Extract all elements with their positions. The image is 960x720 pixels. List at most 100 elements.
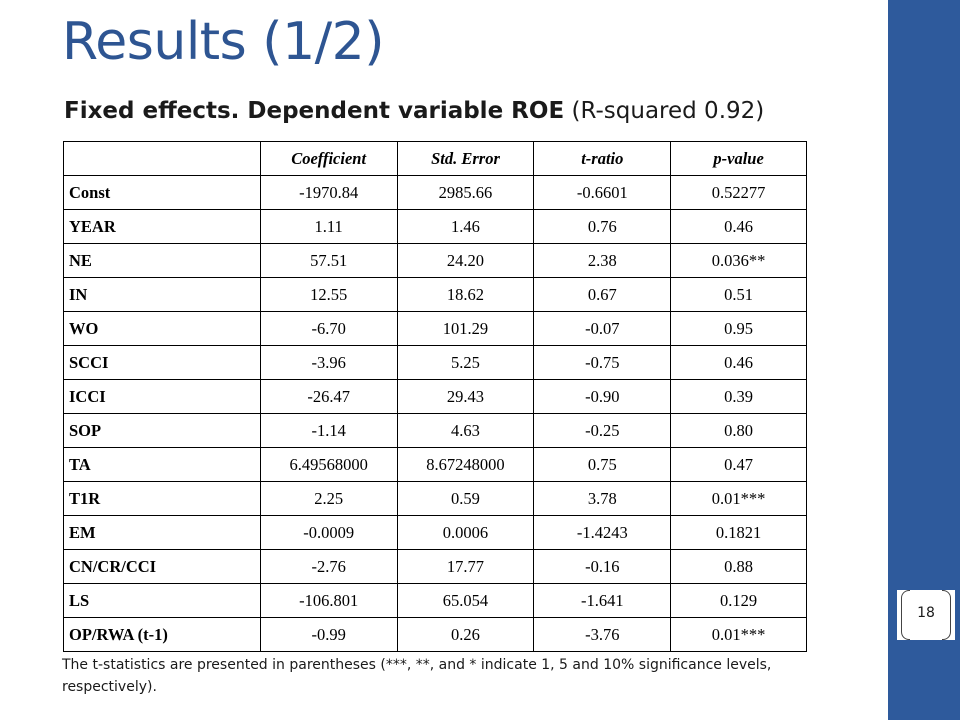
cell-variable: CN/CR/CCI [63, 549, 261, 584]
slide-title: Results (1/2) [62, 12, 385, 72]
cell-std-error: 24.20 [396, 243, 535, 278]
cell-variable: ICCI [63, 379, 261, 414]
cell-variable: TA [63, 447, 261, 482]
results-table: Coefficient Std. Error t-ratio p-value C… [63, 141, 807, 652]
table-row: CN/CR/CCI -2.76 17.77 -0.16 0.88 [63, 549, 807, 584]
cell-p-value: 0.80 [670, 413, 807, 448]
table-row: OP/RWA (t-1) -0.99 0.26 -3.76 0.01*** [63, 617, 807, 652]
cell-p-value: 0.129 [670, 583, 807, 618]
cell-variable: NE [63, 243, 261, 278]
header-p-value: p-value [670, 141, 807, 176]
cell-p-value: 0.88 [670, 549, 807, 584]
footnote: The t-statistics are presented in parent… [62, 657, 772, 696]
header-coefficient: Coefficient [259, 141, 398, 176]
cell-coefficient: 2.25 [259, 481, 398, 516]
subtitle-bold: Fixed effects. Dependent variable ROE [64, 98, 565, 124]
cell-t-ratio: -0.16 [533, 549, 672, 584]
cell-p-value: 0.01*** [670, 617, 807, 652]
table-row: IN 12.55 18.62 0.67 0.51 [63, 277, 807, 312]
cell-t-ratio: 0.67 [533, 277, 672, 312]
table-header-row: Coefficient Std. Error t-ratio p-value [63, 141, 807, 176]
table-row: NE 57.51 24.20 2.38 0.036** [63, 243, 807, 278]
cell-p-value: 0.95 [670, 311, 807, 346]
cell-coefficient: -0.99 [259, 617, 398, 652]
cell-variable: YEAR [63, 209, 261, 244]
cell-std-error: 0.0006 [396, 515, 535, 550]
cell-variable: IN [63, 277, 261, 312]
cell-variable: OP/RWA (t-1) [63, 617, 261, 652]
cell-std-error: 0.59 [396, 481, 535, 516]
header-t-ratio: t-ratio [533, 141, 672, 176]
cell-t-ratio: 0.76 [533, 209, 672, 244]
table-row: EM -0.0009 0.0006 -1.4243 0.1821 [63, 515, 807, 550]
cell-p-value: 0.036** [670, 243, 807, 278]
cell-p-value: 0.01*** [670, 481, 807, 516]
page-number: 18 [917, 605, 935, 621]
cell-p-value: 0.52277 [670, 175, 807, 210]
cell-t-ratio: 2.38 [533, 243, 672, 278]
cell-std-error: 18.62 [396, 277, 535, 312]
cell-t-ratio: 3.78 [533, 481, 672, 516]
table-row: Const -1970.84 2985.66 -0.6601 0.52277 [63, 175, 807, 210]
cell-coefficient: -2.76 [259, 549, 398, 584]
cell-coefficient: 1.11 [259, 209, 398, 244]
cell-p-value: 0.47 [670, 447, 807, 482]
cell-coefficient: -1970.84 [259, 175, 398, 210]
cell-coefficient: -3.96 [259, 345, 398, 380]
cell-coefficient: -26.47 [259, 379, 398, 414]
cell-variable: LS [63, 583, 261, 618]
cell-t-ratio: -0.75 [533, 345, 672, 380]
cell-variable: SCCI [63, 345, 261, 380]
table-row: ICCI -26.47 29.43 -0.90 0.39 [63, 379, 807, 414]
table-row: T1R 2.25 0.59 3.78 0.01*** [63, 481, 807, 516]
cell-std-error: 5.25 [396, 345, 535, 380]
cell-coefficient: 57.51 [259, 243, 398, 278]
cell-variable: SOP [63, 413, 261, 448]
cell-coefficient: -0.0009 [259, 515, 398, 550]
cell-t-ratio: -0.6601 [533, 175, 672, 210]
cell-std-error: 8.67248000 [396, 447, 535, 482]
table-row: LS -106.801 65.054 -1.641 0.129 [63, 583, 807, 618]
cell-coefficient: 12.55 [259, 277, 398, 312]
cell-std-error: 0.26 [396, 617, 535, 652]
page-number-left-bracket [901, 590, 910, 640]
cell-variable: Const [63, 175, 261, 210]
cell-t-ratio: -0.07 [533, 311, 672, 346]
cell-t-ratio: -0.25 [533, 413, 672, 448]
cell-coefficient: 6.49568000 [259, 447, 398, 482]
table-row: SOP -1.14 4.63 -0.25 0.80 [63, 413, 807, 448]
cell-p-value: 0.39 [670, 379, 807, 414]
cell-t-ratio: -3.76 [533, 617, 672, 652]
cell-std-error: 4.63 [396, 413, 535, 448]
cell-std-error: 65.054 [396, 583, 535, 618]
cell-std-error: 101.29 [396, 311, 535, 346]
slide-subtitle: Fixed effects. Dependent variable ROE (R… [64, 98, 764, 124]
cell-p-value: 0.51 [670, 277, 807, 312]
cell-variable: T1R [63, 481, 261, 516]
cell-p-value: 0.1821 [670, 515, 807, 550]
cell-coefficient: -106.801 [259, 583, 398, 618]
cell-std-error: 17.77 [396, 549, 535, 584]
cell-variable: WO [63, 311, 261, 346]
cell-p-value: 0.46 [670, 209, 807, 244]
cell-t-ratio: 0.75 [533, 447, 672, 482]
cell-p-value: 0.46 [670, 345, 807, 380]
header-variable [63, 141, 261, 176]
cell-t-ratio: -0.90 [533, 379, 672, 414]
subtitle-r-squared: (R-squared 0.92) [564, 98, 765, 124]
table-row: TA 6.49568000 8.67248000 0.75 0.47 [63, 447, 807, 482]
cell-coefficient: -1.14 [259, 413, 398, 448]
page-number-badge: 18 [897, 590, 955, 642]
cell-std-error: 1.46 [396, 209, 535, 244]
table-row: SCCI -3.96 5.25 -0.75 0.46 [63, 345, 807, 380]
cell-t-ratio: -1.4243 [533, 515, 672, 550]
header-std-error: Std. Error [396, 141, 535, 176]
page-number-background [897, 590, 955, 640]
cell-std-error: 29.43 [396, 379, 535, 414]
table-row: YEAR 1.11 1.46 0.76 0.46 [63, 209, 807, 244]
cell-std-error: 2985.66 [396, 175, 535, 210]
cell-t-ratio: -1.641 [533, 583, 672, 618]
cell-coefficient: -6.70 [259, 311, 398, 346]
table-row: WO -6.70 101.29 -0.07 0.95 [63, 311, 807, 346]
cell-variable: EM [63, 515, 261, 550]
